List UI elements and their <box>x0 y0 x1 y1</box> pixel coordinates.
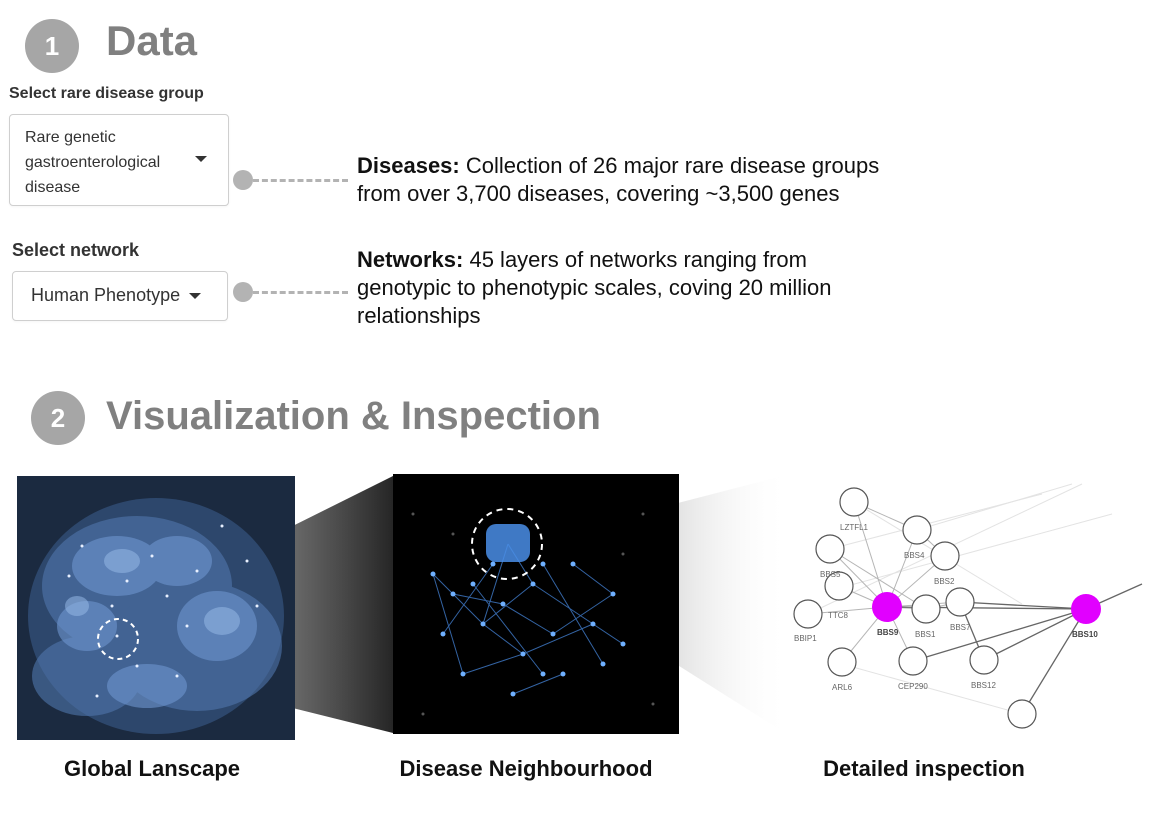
density-map <box>28 498 284 734</box>
gene-node[interactable] <box>969 645 999 675</box>
gene-node[interactable] <box>824 571 854 601</box>
disease-group-value-line: Rare genetic <box>25 129 116 146</box>
node-label: BBS1 <box>915 630 936 639</box>
gene-node[interactable] <box>898 646 928 676</box>
networks-heading: Networks: <box>357 247 464 272</box>
gene-node[interactable] <box>1007 699 1037 729</box>
neighbourhood-network <box>411 508 655 716</box>
gene-node[interactable] <box>911 594 941 624</box>
node-label: CEP290 <box>898 682 928 691</box>
node-label: LZTFL1 <box>840 523 869 532</box>
disease-group-label: Select rare disease group <box>9 85 204 102</box>
global-landscape-caption: Global Lanscape <box>63 756 241 781</box>
gene-node[interactable] <box>945 587 975 617</box>
highlighted-gene-node[interactable] <box>872 592 902 622</box>
disease-group-value-line: disease <box>25 179 81 196</box>
disease-group-value-line: gastroenterological <box>25 154 161 171</box>
step-2-badge: 2 <box>31 391 85 445</box>
step-1-badge: 1 <box>25 19 79 73</box>
diseases-text: from over 3,700 diseases, covering ~3,50… <box>357 181 840 206</box>
gene-node[interactable] <box>839 487 869 517</box>
node-label: BBS5 <box>820 570 841 579</box>
networks-text: genotypic to phenotypic scales, coving 2… <box>357 275 832 300</box>
gene-node[interactable] <box>827 647 857 677</box>
gene-node[interactable] <box>815 534 845 564</box>
network-value: Human Phenotype <box>31 285 181 305</box>
data-section-title: Data <box>106 17 198 64</box>
node-label: ARL6 <box>832 683 853 692</box>
disease-group-value: Rare genetic gastroenterological disease <box>25 125 160 200</box>
connector-dot <box>233 170 253 190</box>
node-label: BBIP1 <box>794 634 817 643</box>
diseases-heading: Diseases: <box>357 153 460 178</box>
diseases-description: Diseases: Collection of 26 major rare di… <box>357 152 957 208</box>
detailed-inspection-panel[interactable]: LZTFL1 BBS4 BBS5 BBS2 TTC8 BBS9 BBS1 BBS… <box>782 474 1152 739</box>
focus-circle <box>97 618 139 660</box>
chevron-down-icon[interactable] <box>195 156 207 162</box>
visualization-section-title: Visualization & Inspection <box>106 394 601 438</box>
node-label: BBS7 <box>950 623 971 632</box>
node-label: BBS4 <box>904 551 925 560</box>
global-landscape-panel[interactable] <box>17 476 295 740</box>
node-label: BBS12 <box>971 681 996 690</box>
networks-description: Networks: 45 layers of networks ranging … <box>357 246 957 330</box>
connector-line <box>253 179 348 182</box>
gene-node[interactable] <box>930 541 960 571</box>
node-label: BBS9 <box>877 628 899 637</box>
disease-group-select[interactable]: Rare genetic gastroenterological disease <box>9 114 229 206</box>
gene-node[interactable] <box>793 599 823 629</box>
gene-node[interactable] <box>902 515 932 545</box>
disease-neighbourhood-panel[interactable] <box>393 474 679 734</box>
diseases-text: Collection of 26 major rare disease grou… <box>459 153 880 178</box>
node-label: TTC8 <box>828 611 849 620</box>
network-select[interactable]: Human Phenotype <box>12 271 228 321</box>
network-label: Select network <box>12 240 140 260</box>
chevron-down-icon[interactable] <box>189 293 201 299</box>
connector-dot <box>233 282 253 302</box>
node-label: BBS2 <box>934 577 955 586</box>
inspection-network: LZTFL1 BBS4 BBS5 BBS2 TTC8 BBS9 BBS1 BBS… <box>793 483 1143 729</box>
networks-text: relationships <box>357 303 481 328</box>
detailed-inspection-caption: Detailed inspection <box>823 756 1025 781</box>
disease-neighbourhood-caption: Disease Neighbourhood <box>399 756 653 781</box>
focus-circle <box>471 508 543 580</box>
networks-text: 45 layers of networks ranging from <box>463 247 807 272</box>
highlighted-gene-node[interactable] <box>1071 594 1101 624</box>
node-label: BBS10 <box>1072 630 1098 639</box>
connector-line <box>253 291 348 294</box>
